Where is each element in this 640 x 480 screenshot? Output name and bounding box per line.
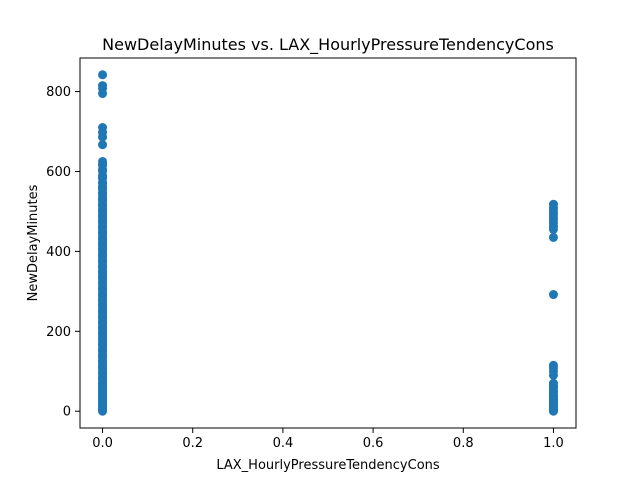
data-point [98, 70, 108, 80]
data-point [548, 290, 558, 300]
x-tick-label: 0.6 [363, 436, 384, 451]
plot-frame [79, 57, 577, 429]
data-point [548, 381, 558, 391]
data-point [98, 89, 108, 99]
y-tick-label: 400 [46, 245, 71, 260]
y-axis-label: NewDelayMinutes [26, 184, 41, 301]
x-tick-label: 0.8 [453, 436, 474, 451]
x-axis: 0.0 0.2 0.4 0.6 0.8 1.0 [92, 428, 564, 451]
chart-title: NewDelayMinutes vs. LAX_HourlyPressureTe… [102, 35, 554, 55]
x-tick-label: 0.2 [182, 436, 203, 451]
points-layer [98, 70, 558, 416]
data-point [98, 132, 108, 142]
y-axis: 0 200 400 600 800 [46, 85, 80, 420]
y-tick-label: 600 [46, 165, 71, 180]
x-tick-label: 0.4 [273, 436, 294, 451]
data-point [548, 405, 558, 415]
data-point [98, 160, 108, 170]
x-tick-label: 0.0 [92, 436, 113, 451]
x-tick-label: 1.0 [543, 436, 564, 451]
data-point [548, 232, 558, 242]
data-point [98, 140, 108, 150]
y-tick-label: 200 [46, 325, 71, 340]
data-point [548, 224, 558, 234]
y-tick-label: 800 [46, 85, 71, 100]
data-point [98, 382, 108, 392]
x-axis-label: LAX_HourlyPressureTendencyCons [216, 458, 440, 473]
y-tick-label: 0 [63, 405, 71, 420]
data-point [548, 370, 558, 380]
